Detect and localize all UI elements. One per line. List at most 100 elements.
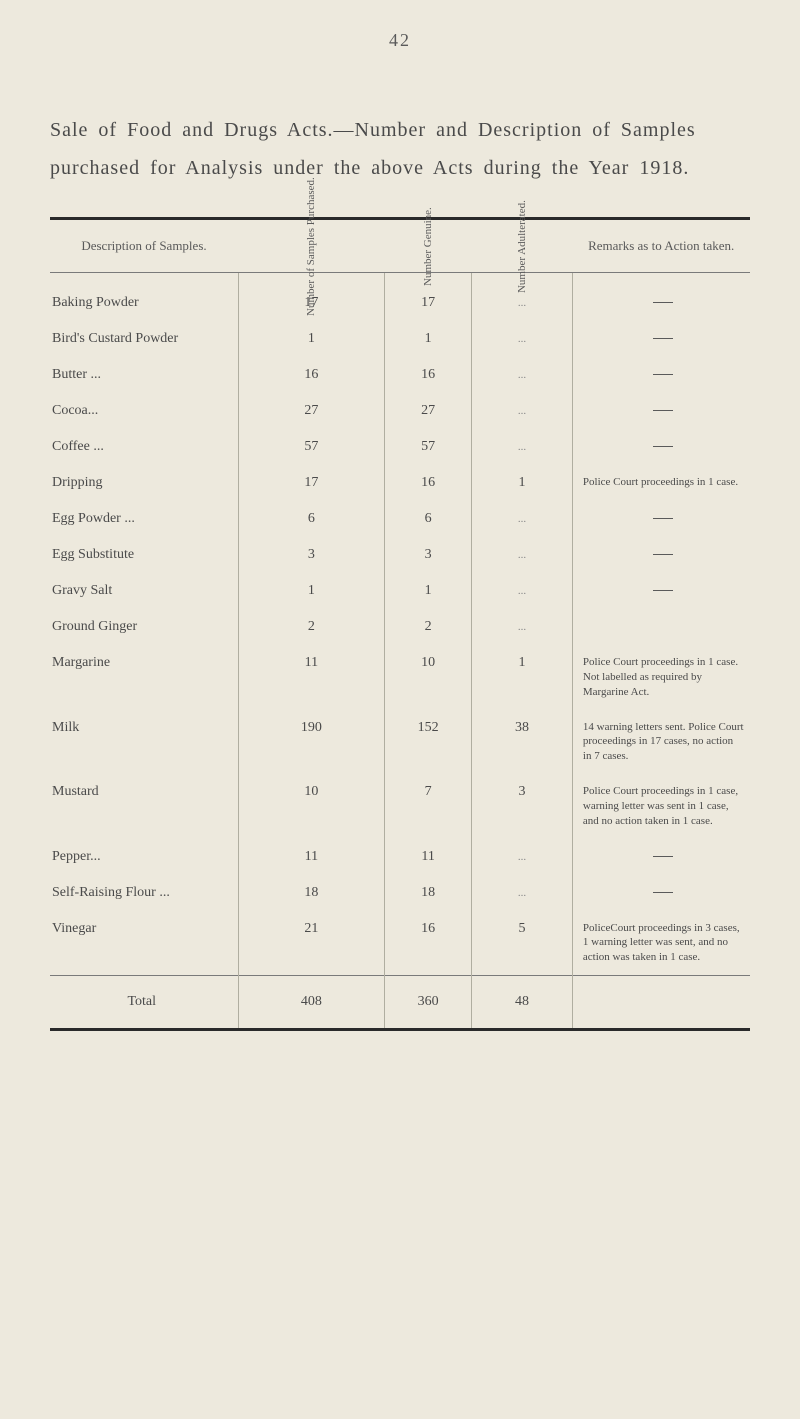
cell-description: Cocoa... <box>50 393 238 429</box>
header-adulterated: Number Adulterated. <box>472 220 573 273</box>
table-row: Coffee ...5757... <box>50 429 750 465</box>
document-page: 42 Sale of Food and Drugs Acts.—Number a… <box>0 0 800 1071</box>
cell-samples: 3 <box>238 537 385 573</box>
cell-remarks <box>572 393 750 429</box>
cell-total-samples: 408 <box>238 976 385 1029</box>
dash-icon <box>653 338 673 339</box>
cell-description: Ground Ginger <box>50 609 238 645</box>
ellipsis: ... <box>518 405 526 417</box>
cell-samples: 18 <box>238 875 385 911</box>
table-row: Bird's Custard Powder11... <box>50 321 750 357</box>
cell-total-label: Total <box>50 976 238 1029</box>
table-row: Pepper...1111... <box>50 839 750 875</box>
cell-remarks <box>572 357 750 393</box>
table-row: Gravy Salt11... <box>50 573 750 609</box>
header-genuine-text: Number Genuine. <box>422 208 435 287</box>
cell-adulterated: 38 <box>472 710 573 775</box>
cell-samples: 11 <box>238 839 385 875</box>
ellipsis: ... <box>518 369 526 381</box>
ellipsis: ... <box>518 333 526 345</box>
cell-adulterated: ... <box>472 393 573 429</box>
cell-remarks: 14 warning letters sent. Police Court pr… <box>572 710 750 775</box>
dash-icon <box>653 410 673 411</box>
cell-genuine: 18 <box>385 875 472 911</box>
ellipsis: ... <box>518 851 526 863</box>
cell-description: Self-Raising Flour ... <box>50 875 238 911</box>
header-description: Description of Samples. <box>50 220 238 273</box>
cell-adulterated: 1 <box>472 465 573 501</box>
cell-adulterated: ... <box>472 573 573 609</box>
dash-icon <box>653 892 673 893</box>
document-title: Sale of Food and Drugs Acts.—Number and … <box>50 111 750 187</box>
table-row: Egg Substitute33... <box>50 537 750 573</box>
dash-icon <box>653 554 673 555</box>
ellipsis: ... <box>518 513 526 525</box>
cell-total-adulterated: 48 <box>472 976 573 1029</box>
cell-genuine: 16 <box>385 357 472 393</box>
dash-icon <box>653 374 673 375</box>
header-genuine: Number Genuine. <box>385 220 472 273</box>
table-row: Margarine11101Police Court proceedings i… <box>50 645 750 710</box>
cell-genuine: 57 <box>385 429 472 465</box>
cell-total-remarks <box>572 976 750 1029</box>
cell-remarks <box>572 573 750 609</box>
cell-samples: 6 <box>238 501 385 537</box>
dash-icon <box>653 446 673 447</box>
cell-remarks <box>572 609 750 645</box>
cell-genuine: 7 <box>385 774 472 839</box>
cell-adulterated: 5 <box>472 911 573 976</box>
cell-remarks: Police Court proceedings in 1 case. Not … <box>572 645 750 710</box>
header-remarks: Remarks as to Action taken. <box>572 220 750 273</box>
page-number: 42 <box>50 30 750 51</box>
data-table-container: Description of Samples. Number of Sample… <box>50 217 750 1031</box>
header-samples-purchased: Number of Samples Purchased. <box>238 220 385 273</box>
cell-description: Butter ... <box>50 357 238 393</box>
cell-remarks: Police Court proceedings in 1 case, warn… <box>572 774 750 839</box>
cell-description: Bird's Custard Powder <box>50 321 238 357</box>
cell-adulterated: ... <box>472 537 573 573</box>
cell-adulterated: 3 <box>472 774 573 839</box>
ellipsis: ... <box>518 549 526 561</box>
cell-genuine: 2 <box>385 609 472 645</box>
ellipsis: ... <box>518 441 526 453</box>
table-total-row: Total40836048 <box>50 976 750 1029</box>
cell-remarks: Police Court proceedings in 1 case. <box>572 465 750 501</box>
dash-icon <box>653 590 673 591</box>
table-row: Cocoa...2727... <box>50 393 750 429</box>
cell-remarks <box>572 875 750 911</box>
table-row: Dripping17161Police Court proceedings in… <box>50 465 750 501</box>
cell-genuine: 11 <box>385 839 472 875</box>
cell-description: Egg Powder ... <box>50 501 238 537</box>
cell-remarks <box>572 501 750 537</box>
cell-remarks <box>572 537 750 573</box>
cell-adulterated: ... <box>472 875 573 911</box>
cell-description: Dripping <box>50 465 238 501</box>
ellipsis: ... <box>518 621 526 633</box>
cell-description: Gravy Salt <box>50 573 238 609</box>
cell-genuine: 1 <box>385 573 472 609</box>
cell-samples: 2 <box>238 609 385 645</box>
cell-remarks: PoliceCourt proceedings in 3 cases, 1 wa… <box>572 911 750 976</box>
table-header-row: Description of Samples. Number of Sample… <box>50 220 750 273</box>
dash-icon <box>653 302 673 303</box>
cell-description: Baking Powder <box>50 273 238 322</box>
table-row: Baking Powder1717... <box>50 273 750 322</box>
cell-samples: 1 <box>238 321 385 357</box>
dash-icon <box>653 518 673 519</box>
cell-adulterated: ... <box>472 321 573 357</box>
cell-samples: 11 <box>238 645 385 710</box>
cell-adulterated: 1 <box>472 645 573 710</box>
cell-samples: 21 <box>238 911 385 976</box>
cell-adulterated: ... <box>472 357 573 393</box>
cell-description: Milk <box>50 710 238 775</box>
header-adulterated-text: Number Adulterated. <box>515 201 528 294</box>
ellipsis: ... <box>518 887 526 899</box>
cell-samples: 17 <box>238 465 385 501</box>
cell-genuine: 3 <box>385 537 472 573</box>
cell-adulterated: ... <box>472 839 573 875</box>
cell-description: Coffee ... <box>50 429 238 465</box>
cell-samples: 57 <box>238 429 385 465</box>
cell-samples: 1 <box>238 573 385 609</box>
cell-remarks <box>572 429 750 465</box>
table-row: Egg Powder ...66... <box>50 501 750 537</box>
